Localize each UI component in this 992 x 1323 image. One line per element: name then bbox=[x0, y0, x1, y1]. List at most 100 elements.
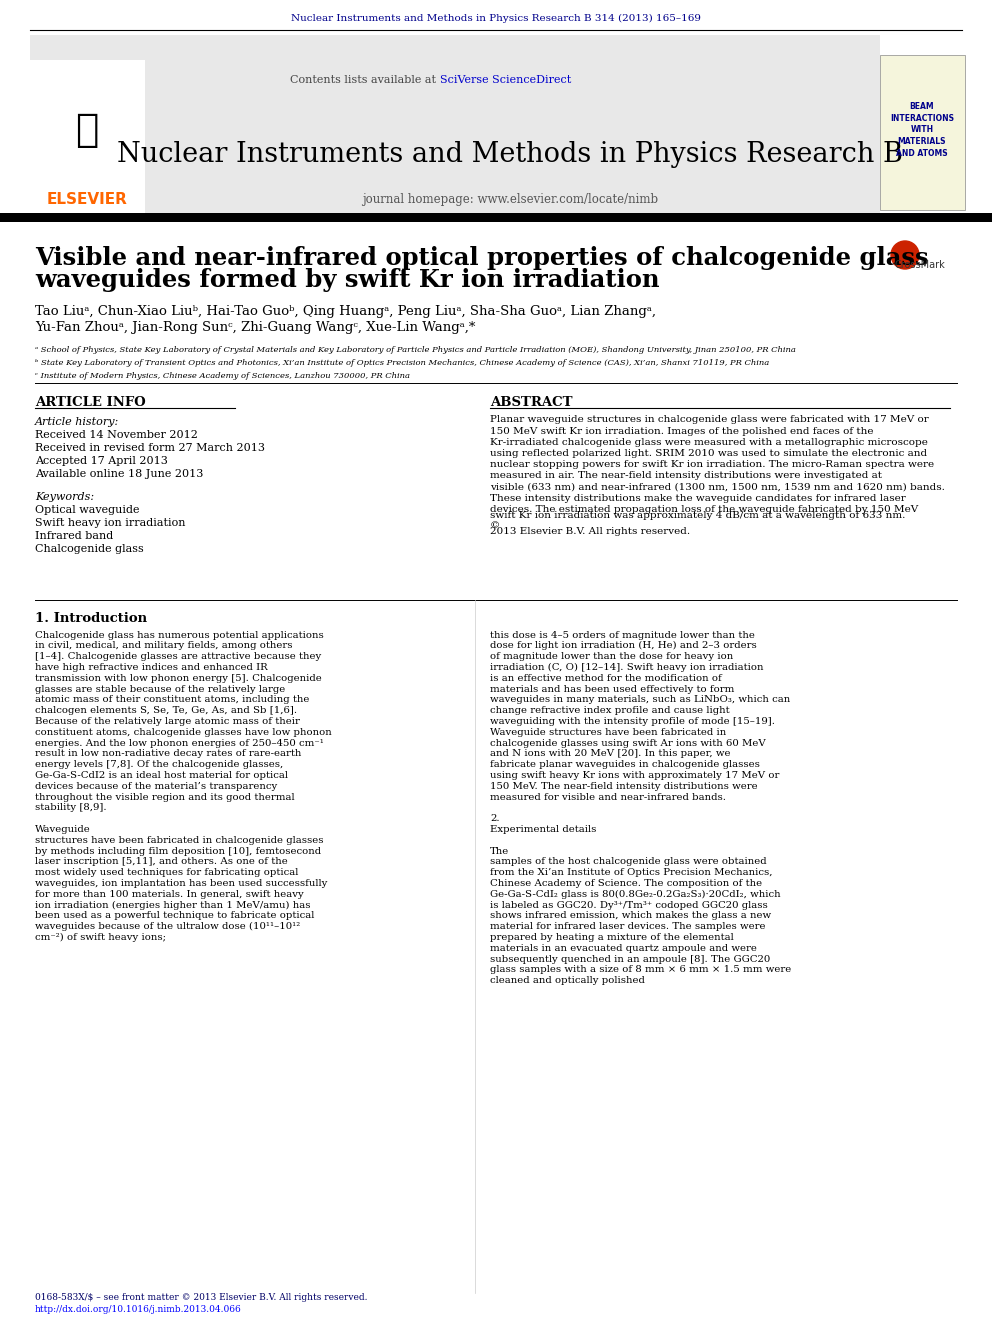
Text: journal homepage: www.elsevier.com/locate/nimb: journal homepage: www.elsevier.com/locat… bbox=[362, 193, 658, 206]
Text: dose for light ion irradiation (H, He) and 2–3 orders: dose for light ion irradiation (H, He) a… bbox=[490, 642, 757, 651]
Text: Visible and near-infrared optical properties of chalcogenide glass: Visible and near-infrared optical proper… bbox=[35, 246, 929, 270]
Text: subsequently quenched in an ampoule [8]. The GGC20: subsequently quenched in an ampoule [8].… bbox=[490, 954, 770, 963]
Text: ARTICLE INFO: ARTICLE INFO bbox=[35, 396, 146, 409]
Text: using reflected polarized light. SRIM 2010 was used to simulate the electronic a: using reflected polarized light. SRIM 20… bbox=[490, 448, 928, 458]
Text: Nuclear Instruments and Methods in Physics Research B: Nuclear Instruments and Methods in Physi… bbox=[117, 142, 903, 168]
Text: shows infrared emission, which makes the glass a new: shows infrared emission, which makes the… bbox=[490, 912, 771, 921]
Text: ion irradiation (energies higher than 1 MeV/amu) has: ion irradiation (energies higher than 1 … bbox=[35, 901, 310, 910]
Text: Tao Liuᵃ, Chun-Xiao Liuᵇ, Hai-Tao Guoᵇ, Qing Huangᵃ, Peng Liuᵃ, Sha-Sha Guoᵃ, Li: Tao Liuᵃ, Chun-Xiao Liuᵇ, Hai-Tao Guoᵇ, … bbox=[35, 306, 656, 319]
Text: irradiation (C, O) [12–14]. Swift heavy ion irradiation: irradiation (C, O) [12–14]. Swift heavy … bbox=[490, 663, 764, 672]
Text: is an effective method for the modification of: is an effective method for the modificat… bbox=[490, 673, 722, 683]
Text: this dose is 4–5 orders of magnitude lower than the: this dose is 4–5 orders of magnitude low… bbox=[490, 631, 755, 639]
Text: of magnitude lower than the dose for heavy ion: of magnitude lower than the dose for hea… bbox=[490, 652, 733, 662]
Text: 1. Introduction: 1. Introduction bbox=[35, 611, 147, 624]
Text: Optical waveguide: Optical waveguide bbox=[35, 505, 140, 515]
Text: BEAM
INTERACTIONS
WITH
MATERIALS
AND ATOMS: BEAM INTERACTIONS WITH MATERIALS AND ATO… bbox=[890, 102, 954, 159]
Text: glass samples with a size of 8 mm × 6 mm × 1.5 mm were: glass samples with a size of 8 mm × 6 mm… bbox=[490, 966, 792, 974]
Text: Planar waveguide structures in chalcogenide glass were fabricated with 17 MeV or: Planar waveguide structures in chalcogen… bbox=[490, 415, 929, 425]
Text: The: The bbox=[490, 847, 509, 856]
Text: material for infrared laser devices. The samples were: material for infrared laser devices. The… bbox=[490, 922, 766, 931]
Text: cm⁻²) of swift heavy ions;: cm⁻²) of swift heavy ions; bbox=[35, 933, 166, 942]
Text: Available online 18 June 2013: Available online 18 June 2013 bbox=[35, 468, 203, 479]
Text: swift Kr ion irradiation was approximately 4 dB/cm at a wavelength of 633 nm.
©: swift Kr ion irradiation was approximate… bbox=[490, 511, 906, 531]
Text: chalcogenide glasses using swift Ar ions with 60 MeV: chalcogenide glasses using swift Ar ions… bbox=[490, 738, 766, 747]
Text: chalcogen elements S, Se, Te, Ge, As, and Sb [1,6].: chalcogen elements S, Se, Te, Ge, As, an… bbox=[35, 706, 298, 716]
Text: prepared by heating a mixture of the elemental: prepared by heating a mixture of the ele… bbox=[490, 933, 734, 942]
Text: Article history:: Article history: bbox=[35, 417, 119, 427]
Text: using swift heavy Kr ions with approximately 17 MeV or: using swift heavy Kr ions with approxima… bbox=[490, 771, 780, 779]
Text: waveguides formed by swift Kr ion irradiation: waveguides formed by swift Kr ion irradi… bbox=[35, 269, 660, 292]
Bar bbox=[880, 56, 965, 210]
Bar bbox=[0, 213, 992, 222]
Text: These intensity distributions make the waveguide candidates for infrared laser: These intensity distributions make the w… bbox=[490, 493, 906, 503]
Text: Infrared band: Infrared band bbox=[35, 531, 113, 541]
Text: transmission with low phonon energy [5]. Chalcogenide: transmission with low phonon energy [5].… bbox=[35, 673, 321, 683]
Text: visible (633 nm) and near-infrared (1300 nm, 1500 nm, 1539 nm and 1620 nm) bands: visible (633 nm) and near-infrared (1300… bbox=[490, 483, 944, 492]
Text: energies. And the low phonon energies of 250–450 cm⁻¹: energies. And the low phonon energies of… bbox=[35, 738, 323, 747]
Text: waveguides in many materials, such as LiNbO₃, which can: waveguides in many materials, such as Li… bbox=[490, 696, 791, 704]
Text: Chalcogenide glass has numerous potential applications: Chalcogenide glass has numerous potentia… bbox=[35, 631, 323, 639]
Text: SciVerse ScienceDirect: SciVerse ScienceDirect bbox=[440, 75, 571, 85]
Text: ᵇ State Key Laboratory of Transient Optics and Photonics, Xi’an Institute of Opt: ᵇ State Key Laboratory of Transient Opti… bbox=[35, 359, 769, 366]
Text: from the Xi’an Institute of Optics Precision Mechanics,: from the Xi’an Institute of Optics Preci… bbox=[490, 868, 773, 877]
Circle shape bbox=[891, 241, 919, 269]
Text: have high refractive indices and enhanced IR: have high refractive indices and enhance… bbox=[35, 663, 268, 672]
Text: for more than 100 materials. In general, swift heavy: for more than 100 materials. In general,… bbox=[35, 889, 304, 898]
Text: [1–4]. Chalcogenide glasses are attractive because they: [1–4]. Chalcogenide glasses are attracti… bbox=[35, 652, 321, 662]
Text: cleaned and optically polished: cleaned and optically polished bbox=[490, 976, 645, 986]
Text: Waveguide structures have been fabricated in: Waveguide structures have been fabricate… bbox=[490, 728, 726, 737]
Text: Accepted 17 April 2013: Accepted 17 April 2013 bbox=[35, 456, 168, 466]
Text: ELSEVIER: ELSEVIER bbox=[47, 193, 127, 208]
Text: Ge-Ga-S-CdI2 is an ideal host material for optical: Ge-Ga-S-CdI2 is an ideal host material f… bbox=[35, 771, 288, 779]
Text: is labeled as GGC20. Dy³⁺/Tm³⁺ codoped GGC20 glass: is labeled as GGC20. Dy³⁺/Tm³⁺ codoped G… bbox=[490, 901, 768, 909]
Text: glasses are stable because of the relatively large: glasses are stable because of the relati… bbox=[35, 684, 286, 693]
Text: 150 MeV swift Kr ion irradiation. Images of the polished end faces of the: 150 MeV swift Kr ion irradiation. Images… bbox=[490, 427, 874, 435]
Text: Because of the relatively large atomic mass of their: Because of the relatively large atomic m… bbox=[35, 717, 300, 726]
Text: Waveguide: Waveguide bbox=[35, 826, 90, 833]
Text: Swift heavy ion irradiation: Swift heavy ion irradiation bbox=[35, 519, 186, 528]
Text: Received in revised form 27 March 2013: Received in revised form 27 March 2013 bbox=[35, 443, 265, 452]
Text: Ge-Ga-S-CdI₂ glass is 80(0.8Ge₂-0.2Ga₂S₃)·20CdI₂, which: Ge-Ga-S-CdI₂ glass is 80(0.8Ge₂-0.2Ga₂S₃… bbox=[490, 889, 781, 898]
Text: 0168-583X/$ – see front matter © 2013 Elsevier B.V. All rights reserved.: 0168-583X/$ – see front matter © 2013 El… bbox=[35, 1294, 367, 1303]
Text: throughout the visible region and its good thermal: throughout the visible region and its go… bbox=[35, 792, 295, 802]
Text: CrossMark: CrossMark bbox=[895, 261, 945, 270]
Text: ABSTRACT: ABSTRACT bbox=[490, 396, 572, 409]
Text: stability [8,9].: stability [8,9]. bbox=[35, 803, 106, 812]
Text: laser inscription [5,11], and others. As one of the: laser inscription [5,11], and others. As… bbox=[35, 857, 288, 867]
Text: atomic mass of their constituent atoms, including the: atomic mass of their constituent atoms, … bbox=[35, 696, 310, 704]
Text: waveguides because of the ultralow dose (10¹¹–10¹²: waveguides because of the ultralow dose … bbox=[35, 922, 301, 931]
Text: Chalcogenide glass: Chalcogenide glass bbox=[35, 544, 144, 554]
Text: 🌳: 🌳 bbox=[75, 111, 98, 149]
Bar bbox=[30, 60, 145, 216]
Text: Nuclear Instruments and Methods in Physics Research B 314 (2013) 165–169: Nuclear Instruments and Methods in Physi… bbox=[291, 13, 701, 22]
Text: measured in air. The near-field intensity distributions were investigated at: measured in air. The near-field intensit… bbox=[490, 471, 882, 480]
Text: waveguides, ion implantation has been used successfully: waveguides, ion implantation has been us… bbox=[35, 878, 327, 888]
Text: result in low non-radiative decay rates of rare-earth: result in low non-radiative decay rates … bbox=[35, 749, 302, 758]
Text: Yu-Fan Zhouᵃ, Jian-Rong Sunᶜ, Zhi-Guang Wangᶜ, Xue-Lin Wangᵃ,*: Yu-Fan Zhouᵃ, Jian-Rong Sunᶜ, Zhi-Guang … bbox=[35, 321, 475, 335]
Bar bbox=[30, 34, 880, 216]
Text: by methods including film deposition [10], femtosecond: by methods including film deposition [10… bbox=[35, 847, 321, 856]
Text: waveguiding with the intensity profile of mode [15–19].: waveguiding with the intensity profile o… bbox=[490, 717, 775, 726]
Text: structures have been fabricated in chalcogenide glasses: structures have been fabricated in chalc… bbox=[35, 836, 323, 844]
Text: energy levels [7,8]. Of the chalcogenide glasses,: energy levels [7,8]. Of the chalcogenide… bbox=[35, 761, 284, 769]
Text: change refractive index profile and cause light: change refractive index profile and caus… bbox=[490, 706, 730, 716]
Text: Keywords:: Keywords: bbox=[35, 492, 94, 501]
Text: ᵃ School of Physics, State Key Laboratory of Crystal Materials and Key Laborator: ᵃ School of Physics, State Key Laborator… bbox=[35, 347, 796, 355]
Text: measured for visible and near-infrared bands.: measured for visible and near-infrared b… bbox=[490, 792, 726, 802]
Text: most widely used techniques for fabricating optical: most widely used techniques for fabricat… bbox=[35, 868, 299, 877]
Text: materials in an evacuated quartz ampoule and were: materials in an evacuated quartz ampoule… bbox=[490, 943, 757, 953]
Text: fabricate planar waveguides in chalcogenide glasses: fabricate planar waveguides in chalcogen… bbox=[490, 761, 760, 769]
Text: 2013 Elsevier B.V. All rights reserved.: 2013 Elsevier B.V. All rights reserved. bbox=[490, 528, 690, 537]
Text: devices. The estimated propagation loss of the waveguide fabricated by 150 MeV: devices. The estimated propagation loss … bbox=[490, 505, 919, 515]
Text: and N ions with 20 MeV [20]. In this paper, we: and N ions with 20 MeV [20]. In this pap… bbox=[490, 749, 730, 758]
Text: http://dx.doi.org/10.1016/j.nimb.2013.04.066: http://dx.doi.org/10.1016/j.nimb.2013.04… bbox=[35, 1304, 242, 1314]
Text: ᶜ Institute of Modern Physics, Chinese Academy of Sciences, Lanzhou 730000, PR C: ᶜ Institute of Modern Physics, Chinese A… bbox=[35, 372, 410, 380]
Text: devices because of the material’s transparency: devices because of the material’s transp… bbox=[35, 782, 277, 791]
Text: in civil, medical, and military fields, among others: in civil, medical, and military fields, … bbox=[35, 642, 293, 651]
Text: nuclear stopping powers for swift Kr ion irradiation. The micro-Raman spectra we: nuclear stopping powers for swift Kr ion… bbox=[490, 460, 934, 470]
Text: Contents lists available at: Contents lists available at bbox=[291, 75, 440, 85]
Text: 2.: 2. bbox=[490, 814, 500, 823]
Text: Chinese Academy of Science. The composition of the: Chinese Academy of Science. The composit… bbox=[490, 878, 762, 888]
Text: Experimental details: Experimental details bbox=[490, 826, 596, 833]
Text: Kr-irradiated chalcogenide glass were measured with a metallographic microscope: Kr-irradiated chalcogenide glass were me… bbox=[490, 438, 928, 447]
